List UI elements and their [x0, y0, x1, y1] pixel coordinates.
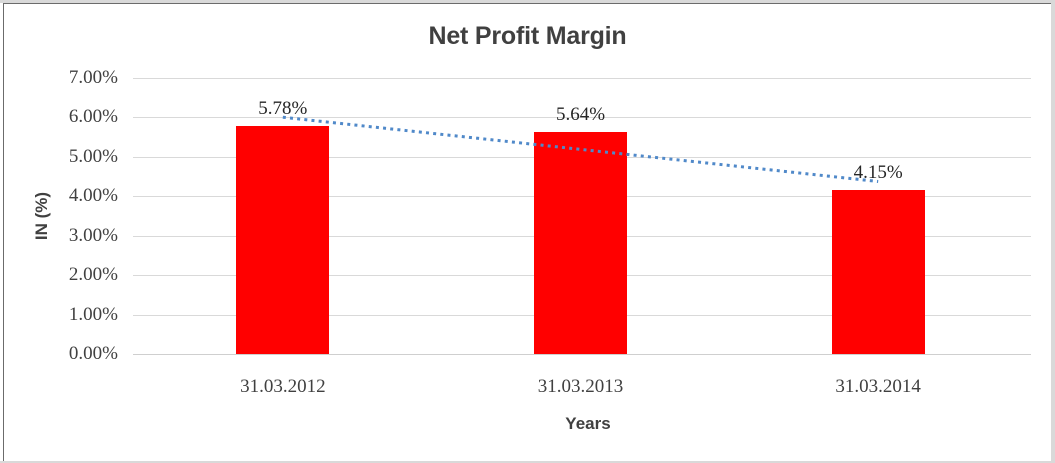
gridline [133, 78, 1031, 79]
y-tick-label: 7.00% [68, 67, 118, 88]
y-tick-label: 0.00% [68, 343, 118, 364]
y-tick-label: 4.00% [68, 185, 118, 207]
y-tick-label: 1.00% [68, 303, 118, 325]
frame-edge-right [1051, 0, 1055, 463]
y-tick-label: 6.00% [68, 106, 118, 128]
y-tick-label: 2.00% [68, 264, 118, 286]
x-tick-label: 31.03.2012 [240, 376, 326, 397]
frame-edge-top [0, 0, 1055, 3]
frame-border-top [3, 3, 1051, 4]
bar-data-label: 4.15% [853, 162, 903, 184]
x-tick-label: 31.03.2013 [537, 376, 624, 397]
bar-data-label: 5.64% [555, 103, 606, 125]
chart-title: Net Profit Margin [428, 22, 627, 50]
zero-axis-line [133, 354, 1031, 355]
frame-edge-bottom [0, 461, 1055, 463]
x-axis-title: Years [565, 414, 611, 433]
bar [236, 126, 330, 354]
y-tick-label: 5.00% [68, 145, 118, 167]
bar-data-label: 5.78% [258, 98, 308, 120]
y-tick-label: 3.00% [68, 224, 118, 246]
bar [534, 131, 627, 354]
frame-border-left [3, 3, 4, 461]
bar [831, 190, 925, 354]
x-tick-label: 31.03.2014 [835, 376, 921, 397]
